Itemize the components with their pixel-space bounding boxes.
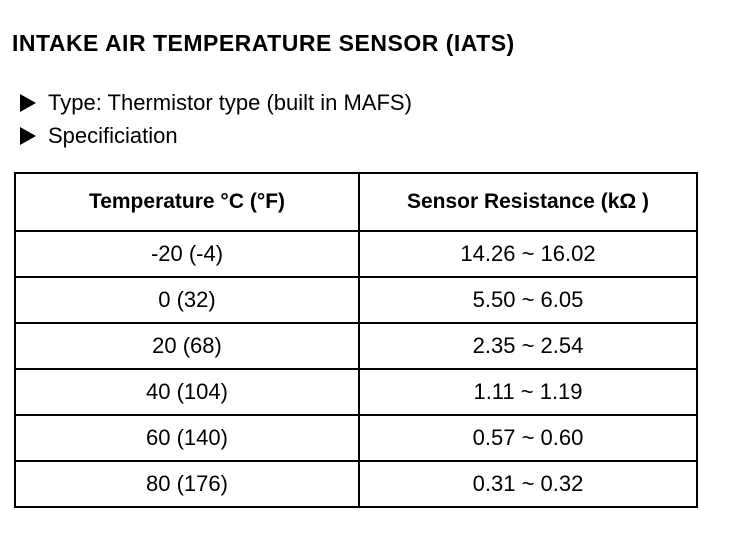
table-cell: 40 (104) (14, 368, 360, 416)
bullet: Type: Thermistor type (built in MAFS) (20, 90, 412, 116)
table-row: 20 (68) 2.35 ~ 2.54 (14, 322, 698, 370)
table-cell: 0.31 ~ 0.32 (358, 460, 698, 508)
table-cell: 14.26 ~ 16.02 (358, 230, 698, 278)
title: INTAKE AIR TEMPERATURE SENSOR (IATS) (12, 30, 515, 56)
table-cell: 80 (176) (14, 460, 360, 508)
bullet-marker (20, 94, 36, 112)
table-body: -20 (-4) 14.26 ~ 16.02 0 (32) 5.50 ~ 6.05 20… (14, 230, 698, 508)
table-cell: 0 (32) (14, 276, 360, 324)
table-row: 60 (140) 0.57 ~ 0.60 (14, 414, 698, 462)
header-cell: Temperature °C (°F) (14, 172, 360, 232)
table-head: Temperature °C (°F) Sensor Resistance (kΩ… (14, 172, 698, 232)
table-row: -20 (-4) 14.26 ~ 16.02 (14, 230, 698, 278)
bullet-marker (20, 127, 36, 145)
table-cell: 20 (68) (14, 322, 360, 370)
bullet-text: Type: Thermistor type (built in MAFS) (48, 90, 412, 115)
table-cell: 5.50 ~ 6.05 (358, 276, 698, 324)
table-cell: -20 (-4) (14, 230, 360, 278)
header-row: Temperature °C (°F) Sensor Resistance (kΩ… (14, 172, 698, 232)
table-cell: 2.35 ~ 2.54 (358, 322, 698, 370)
header-cell: Sensor Resistance (kΩ ) (358, 172, 698, 232)
table-cell: 1.11 ~ 1.19 (358, 368, 698, 416)
spec-table: Temperature °C (°F) Sensor Resistance (kΩ… (14, 172, 698, 508)
table-row: 80 (176) 0.31 ~ 0.32 (14, 460, 698, 508)
table-cell: 0.57 ~ 0.60 (358, 414, 698, 462)
table-row: 40 (104) 1.11 ~ 1.19 (14, 368, 698, 416)
bullet: Specificiation (20, 123, 178, 149)
table-row: 0 (32) 5.50 ~ 6.05 (14, 276, 698, 324)
bullet-text: Specificiation (48, 123, 178, 148)
table-cell: 60 (140) (14, 414, 360, 462)
